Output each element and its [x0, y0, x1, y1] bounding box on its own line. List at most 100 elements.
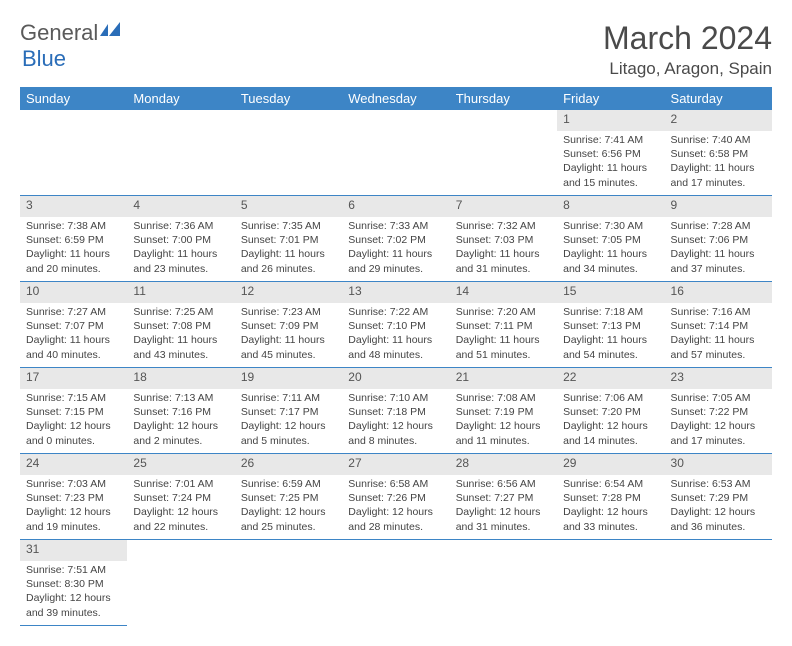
day-cell: Sunrise: 7:08 AM Sunset: 7:19 PM Dayligh…	[450, 389, 557, 454]
daynum-row: 3456789	[20, 196, 772, 218]
day-number: 29	[557, 454, 664, 476]
day-cell: Sunrise: 7:36 AM Sunset: 7:00 PM Dayligh…	[127, 217, 234, 282]
day-cell: Sunrise: 7:20 AM Sunset: 7:11 PM Dayligh…	[450, 303, 557, 368]
calendar-head: Sunday Monday Tuesday Wednesday Thursday…	[20, 87, 772, 110]
day-number: 11	[127, 282, 234, 304]
day-number: 5	[235, 196, 342, 218]
day-cell: Sunrise: 7:11 AM Sunset: 7:17 PM Dayligh…	[235, 389, 342, 454]
day-number	[450, 110, 557, 131]
logo-flag-icon	[100, 22, 122, 38]
day-number: 2	[665, 110, 772, 131]
weekday-header: Saturday	[665, 87, 772, 110]
day-number	[665, 540, 772, 562]
day-number	[342, 110, 449, 131]
day-cell	[20, 131, 127, 196]
day-cell: Sunrise: 7:51 AM Sunset: 8:30 PM Dayligh…	[20, 561, 127, 626]
content-row: Sunrise: 7:15 AM Sunset: 7:15 PM Dayligh…	[20, 389, 772, 454]
day-cell: Sunrise: 7:01 AM Sunset: 7:24 PM Dayligh…	[127, 475, 234, 540]
day-cell	[450, 131, 557, 196]
day-cell: Sunrise: 7:13 AM Sunset: 7:16 PM Dayligh…	[127, 389, 234, 454]
day-cell: Sunrise: 7:40 AM Sunset: 6:58 PM Dayligh…	[665, 131, 772, 196]
day-cell: Sunrise: 7:03 AM Sunset: 7:23 PM Dayligh…	[20, 475, 127, 540]
content-row: Sunrise: 7:03 AM Sunset: 7:23 PM Dayligh…	[20, 475, 772, 540]
daynum-row: 12	[20, 110, 772, 131]
month-title: March 2024	[603, 20, 772, 57]
content-row: Sunrise: 7:38 AM Sunset: 6:59 PM Dayligh…	[20, 217, 772, 282]
day-number: 8	[557, 196, 664, 218]
day-number: 17	[20, 368, 127, 390]
weekday-header: Thursday	[450, 87, 557, 110]
day-cell: Sunrise: 7:22 AM Sunset: 7:10 PM Dayligh…	[342, 303, 449, 368]
day-cell: Sunrise: 7:32 AM Sunset: 7:03 PM Dayligh…	[450, 217, 557, 282]
day-cell: Sunrise: 7:05 AM Sunset: 7:22 PM Dayligh…	[665, 389, 772, 454]
weekday-header: Wednesday	[342, 87, 449, 110]
day-number: 19	[235, 368, 342, 390]
day-cell	[557, 561, 664, 626]
day-cell: Sunrise: 7:16 AM Sunset: 7:14 PM Dayligh…	[665, 303, 772, 368]
day-number: 21	[450, 368, 557, 390]
title-block: March 2024 Litago, Aragon, Spain	[603, 20, 772, 79]
day-cell: Sunrise: 7:23 AM Sunset: 7:09 PM Dayligh…	[235, 303, 342, 368]
day-number: 18	[127, 368, 234, 390]
day-number: 27	[342, 454, 449, 476]
day-cell	[235, 561, 342, 626]
day-cell: Sunrise: 6:56 AM Sunset: 7:27 PM Dayligh…	[450, 475, 557, 540]
day-number: 1	[557, 110, 664, 131]
page-header: General March 2024 Litago, Aragon, Spain	[20, 20, 772, 79]
day-cell: Sunrise: 7:30 AM Sunset: 7:05 PM Dayligh…	[557, 217, 664, 282]
logo-text-1: General	[20, 20, 98, 46]
day-cell: Sunrise: 7:33 AM Sunset: 7:02 PM Dayligh…	[342, 217, 449, 282]
day-cell: Sunrise: 7:27 AM Sunset: 7:07 PM Dayligh…	[20, 303, 127, 368]
weekday-header: Tuesday	[235, 87, 342, 110]
day-number: 22	[557, 368, 664, 390]
day-number: 16	[665, 282, 772, 304]
day-number	[127, 540, 234, 562]
day-cell	[127, 561, 234, 626]
day-cell: Sunrise: 7:10 AM Sunset: 7:18 PM Dayligh…	[342, 389, 449, 454]
daynum-row: 24252627282930	[20, 454, 772, 476]
day-number: 9	[665, 196, 772, 218]
day-number: 6	[342, 196, 449, 218]
day-cell: Sunrise: 7:15 AM Sunset: 7:15 PM Dayligh…	[20, 389, 127, 454]
day-number: 13	[342, 282, 449, 304]
content-row: Sunrise: 7:41 AM Sunset: 6:56 PM Dayligh…	[20, 131, 772, 196]
day-cell: Sunrise: 7:35 AM Sunset: 7:01 PM Dayligh…	[235, 217, 342, 282]
day-number: 4	[127, 196, 234, 218]
day-cell: Sunrise: 7:06 AM Sunset: 7:20 PM Dayligh…	[557, 389, 664, 454]
day-number: 30	[665, 454, 772, 476]
day-number: 10	[20, 282, 127, 304]
day-cell: Sunrise: 6:53 AM Sunset: 7:29 PM Dayligh…	[665, 475, 772, 540]
daynum-row: 17181920212223	[20, 368, 772, 390]
day-cell: Sunrise: 7:28 AM Sunset: 7:06 PM Dayligh…	[665, 217, 772, 282]
calendar-body: 12Sunrise: 7:41 AM Sunset: 6:56 PM Dayli…	[20, 110, 772, 626]
day-cell: Sunrise: 7:25 AM Sunset: 7:08 PM Dayligh…	[127, 303, 234, 368]
day-number: 7	[450, 196, 557, 218]
day-number: 24	[20, 454, 127, 476]
weekday-header: Friday	[557, 87, 664, 110]
day-number	[235, 110, 342, 131]
weekday-header: Sunday	[20, 87, 127, 110]
day-cell: Sunrise: 7:41 AM Sunset: 6:56 PM Dayligh…	[557, 131, 664, 196]
day-number	[450, 540, 557, 562]
day-number: 25	[127, 454, 234, 476]
location-subtitle: Litago, Aragon, Spain	[603, 59, 772, 79]
day-number: 3	[20, 196, 127, 218]
day-number	[557, 540, 664, 562]
day-cell: Sunrise: 7:18 AM Sunset: 7:13 PM Dayligh…	[557, 303, 664, 368]
day-number	[235, 540, 342, 562]
day-number	[127, 110, 234, 131]
logo-text-2: Blue	[22, 46, 66, 71]
day-number: 12	[235, 282, 342, 304]
daynum-row: 10111213141516	[20, 282, 772, 304]
day-number: 28	[450, 454, 557, 476]
logo: General	[20, 20, 122, 46]
day-cell	[342, 131, 449, 196]
calendar-table: Sunday Monday Tuesday Wednesday Thursday…	[20, 87, 772, 626]
day-cell: Sunrise: 6:59 AM Sunset: 7:25 PM Dayligh…	[235, 475, 342, 540]
day-number	[20, 110, 127, 131]
day-cell: Sunrise: 6:58 AM Sunset: 7:26 PM Dayligh…	[342, 475, 449, 540]
day-cell	[665, 561, 772, 626]
day-cell	[342, 561, 449, 626]
day-cell: Sunrise: 6:54 AM Sunset: 7:28 PM Dayligh…	[557, 475, 664, 540]
daynum-row: 31	[20, 540, 772, 562]
